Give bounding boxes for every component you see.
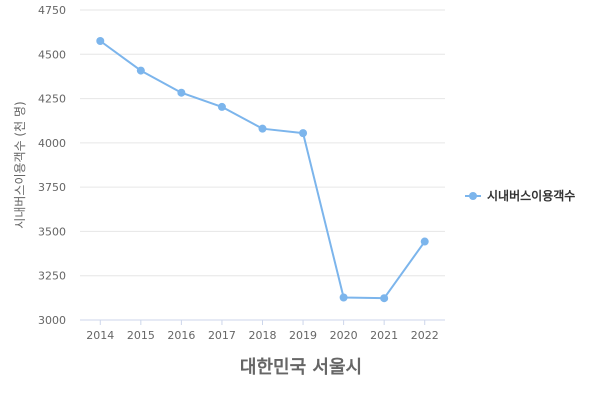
y-tick-label: 3500 (38, 225, 66, 238)
data-point[interactable] (339, 293, 348, 302)
x-tick-label: 2016 (167, 329, 195, 342)
data-point[interactable] (177, 88, 186, 97)
data-point[interactable] (299, 129, 308, 138)
y-tick-label: 4250 (38, 93, 66, 106)
legend[interactable]: 시내버스이용객수 (465, 188, 575, 203)
x-tick-label: 2019 (289, 329, 317, 342)
y-axis-ticks: 3000 3250 3500 3750 4000 4250 4500 4750 (38, 4, 66, 327)
y-tick-label: 4000 (38, 137, 66, 150)
y-tick-label: 3000 (38, 314, 66, 327)
data-point[interactable] (136, 66, 145, 75)
y-tick-label: 4750 (38, 4, 66, 17)
y-tick-label: 3750 (38, 181, 66, 194)
x-axis-title: 대한민국 서울시 (240, 357, 362, 378)
x-tick-label: 2021 (370, 329, 398, 342)
x-tick-label: 2022 (411, 329, 439, 342)
y-axis-title: 시내버스이용객수 (천 명) (12, 101, 27, 228)
x-tick-label: 2015 (127, 329, 155, 342)
series (96, 37, 429, 303)
grid (80, 9, 445, 277)
x-tick-label: 2018 (249, 329, 277, 342)
x-tick-label: 2020 (330, 329, 358, 342)
data-point[interactable] (420, 237, 429, 246)
x-tick-label: 2017 (208, 329, 236, 342)
data-point[interactable] (258, 124, 267, 133)
data-point[interactable] (380, 294, 389, 303)
y-tick-label: 4500 (38, 48, 66, 61)
y-tick-label: 3250 (38, 270, 66, 283)
legend-label: 시내버스이용객수 (487, 188, 575, 203)
x-axis: 2014 2015 2016 2017 2018 2019 2020 2021 2022 (80, 319, 445, 342)
series-line (99, 40, 426, 300)
data-point[interactable] (96, 37, 105, 45)
legend-point-marker (469, 192, 477, 200)
data-point[interactable] (217, 102, 226, 111)
x-tick-label: 2014 (86, 329, 114, 342)
